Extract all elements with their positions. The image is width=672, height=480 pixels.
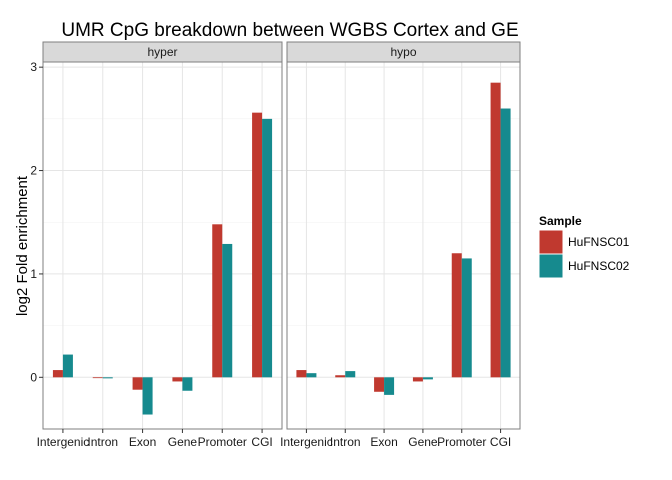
x-tick-label: Exon — [129, 435, 156, 449]
bar-hyper-HuFNSC02-Intergenic — [62, 354, 73, 378]
legend-label: HuFNSC02 — [568, 259, 630, 273]
bar-hyper-HuFNSC01-Promoter — [212, 224, 223, 378]
y-tick-label: 3 — [30, 60, 37, 74]
bar-hyper-HuFNSC01-Intron — [92, 377, 103, 379]
legend-key-HuFNSC01 — [538, 229, 564, 255]
panel-border — [42, 61, 283, 430]
bar-hyper-HuFNSC02-Gene — [182, 377, 193, 391]
bar-hyper-HuFNSC02-CGI — [262, 118, 273, 378]
y-tick-label: 0 — [30, 370, 37, 384]
bar-hypo-HuFNSC02-Intron — [345, 371, 356, 378]
bar-hypo-HuFNSC01-CGI — [490, 82, 501, 378]
bar-hypo-HuFNSC01-Exon — [374, 377, 385, 392]
bar-hyper-HuFNSC01-Intergenic — [52, 370, 63, 378]
legend-key-HuFNSC02 — [538, 253, 564, 279]
bar-hypo-HuFNSC02-Exon — [384, 377, 395, 395]
facet-strip-label: hypo — [390, 45, 416, 59]
y-tick-label: 1 — [30, 267, 37, 281]
bar-hyper-HuFNSC01-CGI — [252, 112, 263, 378]
x-tick-label: CGI — [251, 435, 272, 449]
y-tick-label: 2 — [30, 164, 37, 178]
legend-title: Sample — [539, 214, 582, 228]
panel-background — [43, 62, 282, 429]
x-tick-label: Intron — [330, 435, 361, 449]
x-tick-label: Gene — [408, 435, 438, 449]
bar-hypo-HuFNSC01-Intergenic — [296, 370, 307, 378]
x-tick-label: Intron — [87, 435, 118, 449]
bar-hypo-HuFNSC02-Promoter — [461, 258, 472, 378]
x-tick-label: Promoter — [437, 435, 486, 449]
bar-hyper-HuFNSC01-Gene — [172, 377, 183, 382]
x-tick-label: Exon — [370, 435, 397, 449]
x-tick-label: CGI — [490, 435, 511, 449]
bar-hypo-HuFNSC01-Intron — [335, 375, 346, 378]
bar-hyper-HuFNSC02-Exon — [142, 377, 153, 415]
facet-strip-label: hyper — [147, 45, 177, 59]
bar-hypo-HuFNSC02-Gene — [422, 377, 433, 380]
chart-title: UMR CpG breakdown between WGBS Cortex an… — [61, 20, 518, 41]
bar-hypo-HuFNSC01-Promoter — [451, 253, 462, 378]
y-axis: 0 1 2 3 — [30, 60, 43, 384]
panel-border — [286, 61, 521, 430]
x-tick-label: Gene — [168, 435, 198, 449]
y-axis-title: log2 Fold enrichment — [14, 175, 31, 316]
bar-hyper-HuFNSC02-Intron — [102, 377, 113, 379]
legend: Sample HuFNSC01 HuFNSC02 — [538, 214, 630, 279]
legend-label: HuFNSC01 — [568, 235, 630, 249]
x-tick-label: Intergenic — [280, 435, 333, 449]
bar-hyper-HuFNSC01-Exon — [132, 377, 143, 390]
x-tick-label: Intergenic — [37, 435, 90, 449]
x-tick-label: Promoter — [198, 435, 247, 449]
bar-hypo-HuFNSC02-Intergenic — [306, 373, 317, 378]
bar-hypo-HuFNSC02-CGI — [500, 108, 511, 378]
panel-background — [287, 62, 520, 429]
bar-hypo-HuFNSC01-Gene — [412, 377, 423, 382]
bar-hyper-HuFNSC02-Promoter — [222, 243, 233, 378]
